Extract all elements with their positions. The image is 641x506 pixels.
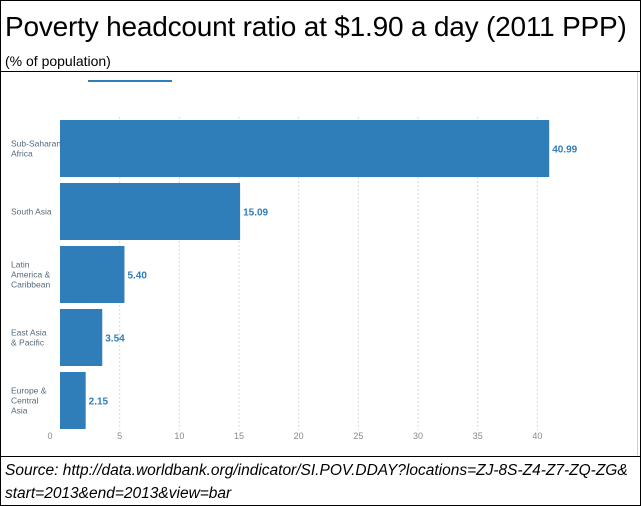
category-label: East Asia & Pacific <box>11 328 47 348</box>
data-label: 15.09 <box>243 208 268 219</box>
plot-right-edge <box>637 72 638 455</box>
x-tick-label: 30 <box>413 431 423 441</box>
category-label: South Asia <box>11 207 52 217</box>
bar <box>60 183 241 240</box>
x-tick-label: 5 <box>117 431 122 441</box>
data-label: 2.15 <box>89 397 109 408</box>
x-tick-label: 0 <box>47 431 52 441</box>
x-tick-label: 40 <box>532 431 542 441</box>
data-label: 3.54 <box>105 334 125 345</box>
active-tab-indicator <box>88 80 172 82</box>
data-label: 40.99 <box>552 145 577 156</box>
bar <box>60 246 125 303</box>
chart-title: Poverty headcount ratio at $1.90 a day (… <box>5 11 627 42</box>
chart-subtitle: (% of population) <box>5 53 111 69</box>
x-tick-label: 20 <box>294 431 304 441</box>
bar <box>60 120 550 177</box>
x-tick-label: 15 <box>234 431 244 441</box>
category-label: Latin America & Caribbean <box>11 260 51 290</box>
bar <box>60 372 86 429</box>
data-label: 5.40 <box>127 271 147 282</box>
bar <box>60 309 103 366</box>
x-tick-label: 10 <box>174 431 184 441</box>
footer-divider <box>1 456 640 457</box>
category-label: Europe & Central Asia <box>11 386 47 416</box>
x-tick-label: 35 <box>473 431 483 441</box>
source-note: Source: http://data.worldbank.org/indica… <box>5 462 628 502</box>
bar-chart: 0 5 10 15 20 25 30 35 40 Sub-Saharan Africa 40.99 So… <box>11 117 578 441</box>
x-tick-label: 25 <box>353 431 363 441</box>
header-divider <box>1 71 640 72</box>
category-label: Sub-Saharan Africa <box>11 139 61 159</box>
